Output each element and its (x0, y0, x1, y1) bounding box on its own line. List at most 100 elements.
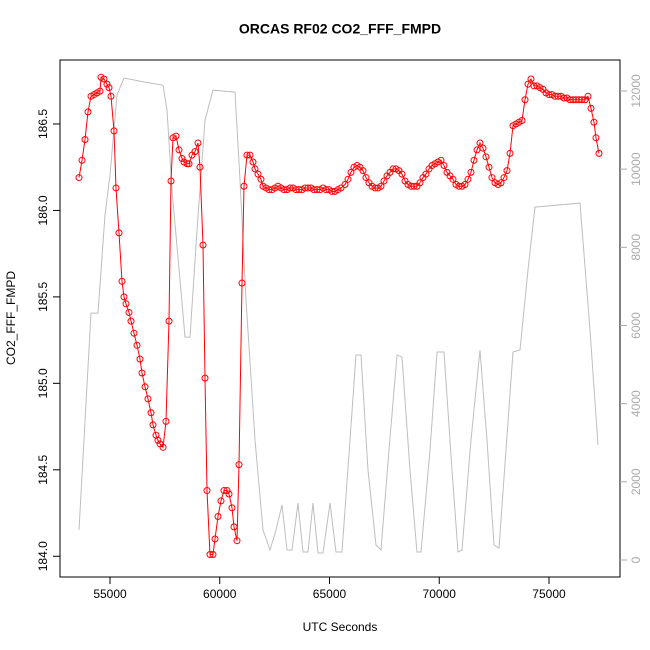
x-tick-label: 60000 (203, 587, 237, 601)
data-point (380, 177, 388, 185)
data-point (136, 355, 144, 363)
data-point (154, 436, 162, 444)
data-point (149, 421, 157, 429)
data-point (337, 184, 345, 192)
y-tick-label: 185.5 (36, 282, 50, 312)
data-point (377, 182, 385, 190)
data-point (228, 504, 236, 512)
data-point (482, 153, 490, 161)
y2-tick-label: 10000 (629, 152, 643, 186)
data-point (211, 535, 219, 543)
data-point (209, 551, 217, 559)
data-point (246, 151, 254, 159)
data-point (527, 75, 535, 83)
data-point (359, 167, 367, 175)
data-point (78, 156, 86, 164)
data-point (138, 369, 146, 377)
data-point (240, 182, 248, 190)
data-point (521, 96, 529, 104)
x-tick-label: 55000 (93, 587, 127, 601)
data-point (257, 175, 265, 183)
data-point (105, 84, 113, 92)
data-point (196, 163, 204, 171)
data-point (225, 490, 233, 498)
data-point (223, 487, 231, 495)
data-point (344, 175, 352, 183)
y2-tick-label: 6000 (629, 312, 643, 339)
data-point (503, 167, 511, 175)
data-point (75, 174, 83, 182)
data-point (175, 146, 183, 154)
data-point (449, 175, 457, 183)
data-point (125, 308, 133, 316)
y2-tick-label: 0 (629, 556, 643, 563)
data-point (144, 395, 152, 403)
data-point (476, 139, 484, 147)
data-point (162, 417, 170, 425)
data-point (488, 174, 496, 182)
data-point (467, 168, 475, 176)
data-point (165, 317, 173, 325)
data-point (470, 156, 478, 164)
y-tick-label: 186.5 (36, 109, 50, 139)
data-point (206, 551, 214, 559)
y-tick-label: 185.0 (36, 368, 50, 398)
data-point (518, 117, 526, 125)
y2-tick-label: 4000 (629, 390, 643, 417)
data-point (107, 92, 115, 100)
data-point (233, 537, 241, 545)
data-point (217, 497, 225, 505)
data-point (112, 184, 120, 192)
y-tick-label: 184.0 (36, 541, 50, 571)
data-point (461, 180, 469, 188)
data-point (464, 175, 472, 183)
data-point (347, 168, 355, 176)
x-tick-label: 75000 (532, 587, 566, 601)
data-point (96, 87, 104, 95)
data-point (410, 182, 418, 190)
y2-tick-label: 8000 (629, 234, 643, 261)
data-point (595, 149, 603, 157)
data-point (500, 174, 508, 182)
data-point (479, 144, 487, 152)
y-axis-label: CO2_FFF_FMPD (4, 271, 18, 365)
data-point (587, 104, 595, 112)
data-point (122, 300, 130, 308)
data-point (254, 170, 262, 178)
data-point (251, 165, 259, 173)
data-point (194, 139, 202, 147)
data-point (416, 179, 424, 187)
data-point (81, 136, 89, 144)
data-point (584, 92, 592, 100)
data-point (235, 461, 243, 469)
data-point (172, 132, 180, 140)
data-point (191, 148, 199, 156)
y2-tick-label: 12000 (629, 74, 643, 108)
data-point (220, 487, 228, 495)
data-point (422, 170, 430, 178)
data-point (249, 158, 257, 166)
data-point (130, 329, 138, 337)
data-point (118, 277, 126, 285)
x-axis-label: UTC Seconds (303, 620, 378, 634)
data-point (178, 155, 186, 163)
data-point (238, 279, 246, 287)
data-point (437, 156, 445, 164)
data-point (103, 80, 111, 88)
chart-title: ORCAS RF02 CO2_FFF_FMPD (239, 21, 441, 37)
data-point (203, 487, 211, 495)
data-point (214, 512, 222, 520)
y2-tick-label: 2000 (629, 468, 643, 495)
data-point (185, 160, 193, 168)
x-tick-label: 65000 (313, 587, 347, 601)
series-line (78, 77, 599, 554)
data-point (115, 229, 123, 237)
data-point (159, 443, 167, 451)
series-line (78, 76, 600, 556)
data-point (84, 108, 92, 116)
data-point (485, 163, 493, 171)
data-point (506, 149, 514, 157)
data-point (590, 118, 598, 126)
data-point (592, 134, 600, 142)
data-point (497, 179, 505, 187)
